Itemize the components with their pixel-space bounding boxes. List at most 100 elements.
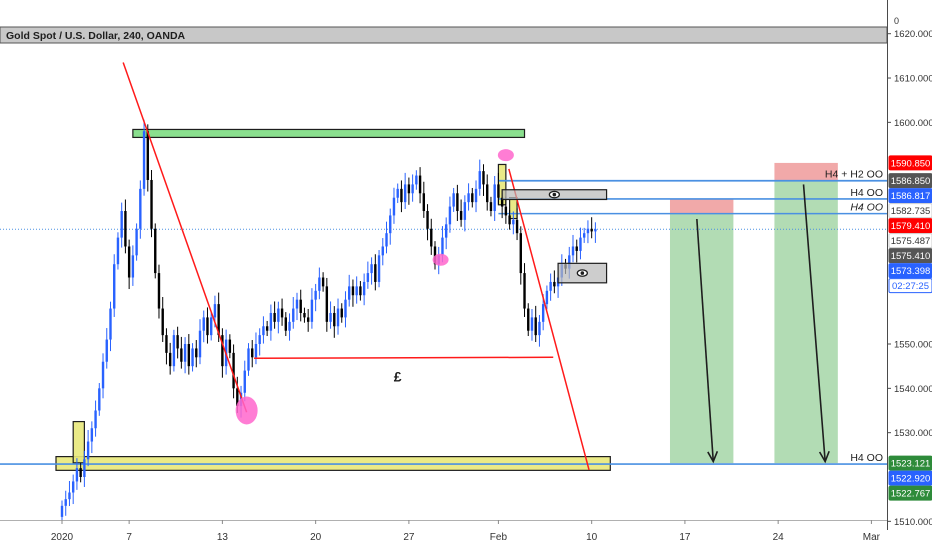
candle[interactable] bbox=[127, 246, 131, 278]
candle[interactable] bbox=[575, 246, 578, 251]
candle[interactable] bbox=[430, 228, 433, 247]
candle[interactable] bbox=[523, 273, 526, 309]
candle[interactable] bbox=[459, 211, 463, 220]
candle[interactable] bbox=[415, 175, 418, 185]
trendline[interactable] bbox=[508, 168, 590, 471]
candle[interactable] bbox=[60, 505, 64, 517]
candle[interactable] bbox=[116, 237, 120, 265]
candle[interactable] bbox=[101, 361, 105, 389]
candle[interactable] bbox=[195, 348, 198, 358]
candle[interactable] bbox=[105, 339, 108, 362]
candle[interactable] bbox=[157, 273, 161, 309]
candle[interactable] bbox=[206, 317, 209, 336]
candle[interactable] bbox=[362, 281, 366, 296]
candle[interactable] bbox=[385, 233, 388, 247]
candle[interactable] bbox=[109, 308, 112, 340]
candle[interactable] bbox=[277, 308, 280, 322]
candle[interactable] bbox=[411, 184, 414, 194]
candle[interactable] bbox=[426, 211, 429, 229]
x-axis[interactable]: 2020 7 13 20 27 Feb 10 17 24 Mar bbox=[51, 520, 881, 543]
y-axis[interactable]: 0 1620.000 1610.000 1600.000 1550.000 1540.00… bbox=[887, 16, 932, 528]
candle[interactable] bbox=[161, 308, 164, 336]
candle[interactable] bbox=[236, 388, 239, 407]
candle[interactable] bbox=[172, 335, 176, 367]
candle[interactable] bbox=[348, 286, 351, 300]
candle[interactable] bbox=[590, 228, 593, 232]
candle[interactable] bbox=[83, 459, 86, 477]
candle[interactable] bbox=[474, 188, 478, 203]
candle[interactable] bbox=[314, 290, 317, 300]
candle[interactable] bbox=[165, 335, 168, 353]
candle[interactable] bbox=[135, 228, 138, 256]
candle[interactable] bbox=[265, 326, 269, 331]
candle[interactable] bbox=[303, 312, 306, 318]
candle[interactable] bbox=[586, 228, 590, 234]
candle[interactable] bbox=[389, 215, 392, 234]
candle[interactable] bbox=[71, 481, 75, 493]
candle[interactable] bbox=[441, 237, 444, 256]
candle[interactable] bbox=[68, 492, 71, 500]
candle[interactable] bbox=[79, 468, 82, 477]
candle[interactable] bbox=[467, 193, 470, 203]
candle[interactable] bbox=[336, 308, 340, 327]
candle[interactable] bbox=[299, 299, 302, 313]
trendline[interactable] bbox=[254, 356, 554, 359]
candle[interactable] bbox=[374, 264, 377, 282]
candle[interactable] bbox=[534, 317, 537, 336]
candle[interactable] bbox=[433, 246, 437, 265]
candle[interactable] bbox=[422, 193, 426, 212]
candle[interactable] bbox=[318, 277, 321, 291]
candle[interactable] bbox=[594, 229, 597, 232]
resistance-zone[interactable] bbox=[132, 128, 526, 139]
candle[interactable] bbox=[221, 335, 224, 367]
trendline[interactable] bbox=[122, 62, 248, 413]
candle[interactable] bbox=[232, 352, 235, 389]
candle[interactable] bbox=[142, 131, 146, 189]
candle[interactable] bbox=[183, 344, 187, 362]
candle[interactable] bbox=[284, 317, 287, 331]
candles-layer[interactable] bbox=[60, 119, 597, 523]
candle[interactable] bbox=[493, 184, 496, 212]
candle[interactable] bbox=[381, 246, 384, 256]
candle[interactable] bbox=[444, 224, 448, 238]
candle[interactable] bbox=[258, 335, 261, 345]
candle[interactable] bbox=[527, 308, 530, 331]
candle[interactable] bbox=[64, 499, 67, 506]
candle[interactable] bbox=[269, 312, 273, 331]
candle[interactable] bbox=[403, 184, 407, 203]
candle[interactable] bbox=[541, 304, 545, 322]
candle[interactable] bbox=[120, 211, 123, 238]
candle[interactable] bbox=[310, 299, 314, 322]
candle[interactable] bbox=[538, 321, 541, 336]
candle[interactable] bbox=[478, 171, 481, 189]
candle[interactable] bbox=[198, 330, 202, 358]
candle[interactable] bbox=[418, 175, 422, 194]
candle[interactable] bbox=[355, 286, 358, 296]
candle[interactable] bbox=[146, 131, 149, 180]
candle[interactable] bbox=[154, 228, 157, 274]
candle[interactable] bbox=[366, 273, 370, 282]
candle[interactable] bbox=[489, 202, 493, 212]
candle[interactable] bbox=[344, 299, 347, 318]
candle[interactable] bbox=[571, 246, 575, 256]
candle[interactable] bbox=[329, 312, 332, 322]
candle[interactable] bbox=[113, 264, 116, 309]
candle[interactable] bbox=[359, 286, 362, 296]
candle[interactable] bbox=[351, 286, 355, 296]
candle[interactable] bbox=[370, 264, 373, 274]
candle[interactable] bbox=[288, 321, 291, 331]
candle[interactable] bbox=[191, 348, 194, 367]
candle[interactable] bbox=[168, 352, 172, 367]
candle[interactable] bbox=[254, 344, 258, 358]
candle[interactable] bbox=[180, 348, 183, 362]
candle[interactable] bbox=[251, 348, 254, 358]
candle[interactable] bbox=[202, 317, 205, 331]
candle[interactable] bbox=[98, 388, 101, 411]
candle[interactable] bbox=[519, 233, 522, 274]
flag-zone[interactable] bbox=[72, 420, 85, 464]
candle[interactable] bbox=[131, 255, 135, 278]
candle[interactable] bbox=[512, 219, 515, 225]
candle[interactable] bbox=[500, 197, 504, 207]
candle[interactable] bbox=[228, 339, 232, 353]
